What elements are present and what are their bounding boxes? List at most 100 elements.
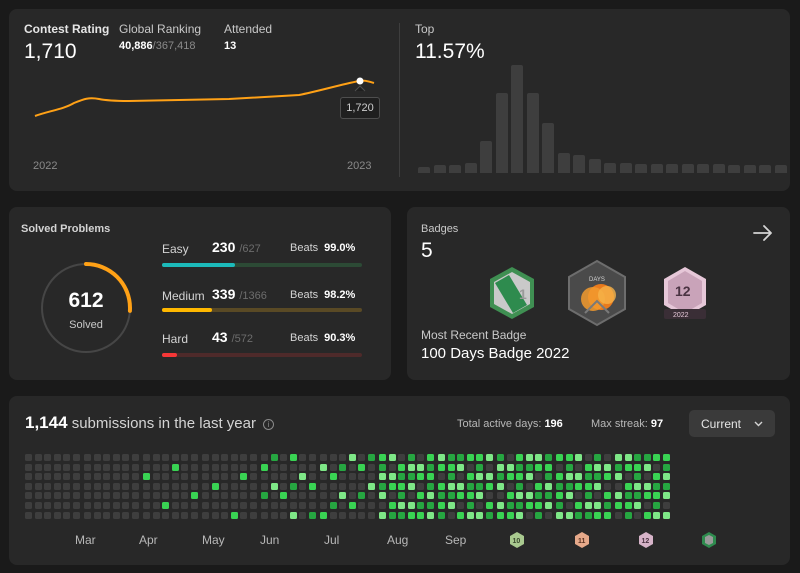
heatmap-day[interactable] xyxy=(280,463,287,471)
heatmap-day[interactable] xyxy=(289,473,297,481)
histogram-bar[interactable] xyxy=(774,165,787,173)
heatmap-day[interactable] xyxy=(53,492,61,500)
heatmap-day[interactable] xyxy=(181,454,188,461)
heatmap-day[interactable] xyxy=(417,463,424,471)
heatmap-day[interactable] xyxy=(398,454,405,461)
heatmap-day[interactable] xyxy=(407,482,415,490)
heatmap-day[interactable] xyxy=(662,463,670,471)
heatmap-day[interactable] xyxy=(417,492,424,500)
heatmap-day[interactable] xyxy=(556,492,563,500)
heatmap-day[interactable] xyxy=(624,454,632,461)
heatmap-day[interactable] xyxy=(584,463,592,471)
histogram-bar[interactable] xyxy=(712,164,725,173)
heatmap-day[interactable] xyxy=(603,492,611,500)
heatmap-day[interactable] xyxy=(230,463,238,471)
heatmap-day[interactable] xyxy=(643,502,651,509)
heatmap-day[interactable] xyxy=(308,492,316,500)
heatmap-day[interactable] xyxy=(320,482,327,490)
heatmap-day[interactable] xyxy=(131,511,139,519)
heatmap-day[interactable] xyxy=(379,463,386,471)
heatmap-day[interactable] xyxy=(643,463,651,471)
heatmap-day[interactable] xyxy=(525,473,533,481)
heatmap-day[interactable] xyxy=(535,463,542,471)
heatmap-day[interactable] xyxy=(122,454,129,461)
heatmap-day[interactable] xyxy=(44,492,51,500)
heatmap-day[interactable] xyxy=(44,511,51,519)
heatmap-day[interactable] xyxy=(202,502,209,509)
heatmap-day[interactable] xyxy=(299,511,306,519)
heatmap-day[interactable] xyxy=(84,463,91,471)
heatmap-day[interactable] xyxy=(181,511,188,519)
heatmap-day[interactable] xyxy=(143,482,150,490)
heatmap-day[interactable] xyxy=(594,502,601,509)
heatmap-day[interactable] xyxy=(329,473,337,481)
heatmap-day[interactable] xyxy=(367,473,375,481)
heatmap-day[interactable] xyxy=(535,502,542,509)
heatmap-day[interactable] xyxy=(506,454,514,461)
heatmap-day[interactable] xyxy=(575,473,582,481)
heatmap-day[interactable] xyxy=(53,502,61,509)
histogram-bar[interactable] xyxy=(697,164,709,173)
heatmap-day[interactable] xyxy=(398,502,405,509)
heatmap-day[interactable] xyxy=(615,473,622,481)
heatmap-day[interactable] xyxy=(25,492,32,500)
histogram-bar[interactable] xyxy=(681,164,694,173)
heatmap-day[interactable] xyxy=(516,463,523,471)
heatmap-day[interactable] xyxy=(367,502,375,509)
heatmap-day[interactable] xyxy=(72,502,80,509)
heatmap-day[interactable] xyxy=(181,492,188,500)
heatmap-day[interactable] xyxy=(497,511,504,519)
heatmap-day[interactable] xyxy=(653,492,660,500)
heatmap-day[interactable] xyxy=(270,473,278,481)
heatmap-day[interactable] xyxy=(280,473,287,481)
heatmap-day[interactable] xyxy=(565,473,573,481)
histogram-bar[interactable] xyxy=(526,93,539,173)
heatmap-day[interactable] xyxy=(339,511,346,519)
heatmap-day[interactable] xyxy=(615,511,622,519)
heatmap-day[interactable] xyxy=(584,454,592,461)
heatmap-day[interactable] xyxy=(653,463,660,471)
heatmap-day[interactable] xyxy=(122,492,129,500)
heatmap-day[interactable] xyxy=(25,463,32,471)
heatmap-day[interactable] xyxy=(53,463,61,471)
heatmap-day[interactable] xyxy=(112,492,120,500)
heatmap-day[interactable] xyxy=(299,502,306,509)
heatmap-day[interactable] xyxy=(584,482,592,490)
heatmap-day[interactable] xyxy=(417,511,424,519)
heatmap-day[interactable] xyxy=(525,511,533,519)
heatmap-day[interactable] xyxy=(544,473,552,481)
heatmap-day[interactable] xyxy=(122,473,129,481)
heatmap-day[interactable] xyxy=(261,454,268,461)
month-12-badge-icon[interactable]: 12 2022 xyxy=(661,265,709,319)
heatmap-day[interactable] xyxy=(34,473,42,481)
heatmap-day[interactable] xyxy=(565,454,573,461)
heatmap-day[interactable] xyxy=(348,482,356,490)
heatmap-day[interactable] xyxy=(438,492,445,500)
heatmap-day[interactable] xyxy=(63,492,70,500)
heatmap-day[interactable] xyxy=(565,492,573,500)
heatmap-day[interactable] xyxy=(103,492,110,500)
heatmap-day[interactable] xyxy=(643,473,651,481)
heatmap-day[interactable] xyxy=(221,511,228,519)
month-10-badge-icon[interactable]: 10 xyxy=(508,531,526,549)
heatmap-day[interactable] xyxy=(143,463,150,471)
heatmap-day[interactable] xyxy=(407,454,415,461)
heatmap-day[interactable] xyxy=(211,511,219,519)
histogram-bar[interactable] xyxy=(573,155,585,173)
heatmap-day[interactable] xyxy=(575,463,582,471)
submission-heatmap[interactable] xyxy=(9,396,790,565)
heatmap-day[interactable] xyxy=(211,454,219,461)
heatmap-day[interactable] xyxy=(339,482,346,490)
heatmap-day[interactable] xyxy=(93,463,101,471)
heatmap-day[interactable] xyxy=(162,454,169,461)
heatmap-day[interactable] xyxy=(211,492,219,500)
heatmap-day[interactable] xyxy=(280,482,287,490)
rating-distribution-histogram[interactable] xyxy=(9,9,790,191)
heatmap-day[interactable] xyxy=(624,511,632,519)
heatmap-day[interactable] xyxy=(407,511,415,519)
histogram-bar[interactable] xyxy=(759,165,771,173)
heatmap-day[interactable] xyxy=(44,454,51,461)
heatmap-day[interactable] xyxy=(53,482,61,490)
heatmap-day[interactable] xyxy=(594,482,601,490)
heatmap-day[interactable] xyxy=(190,454,198,461)
